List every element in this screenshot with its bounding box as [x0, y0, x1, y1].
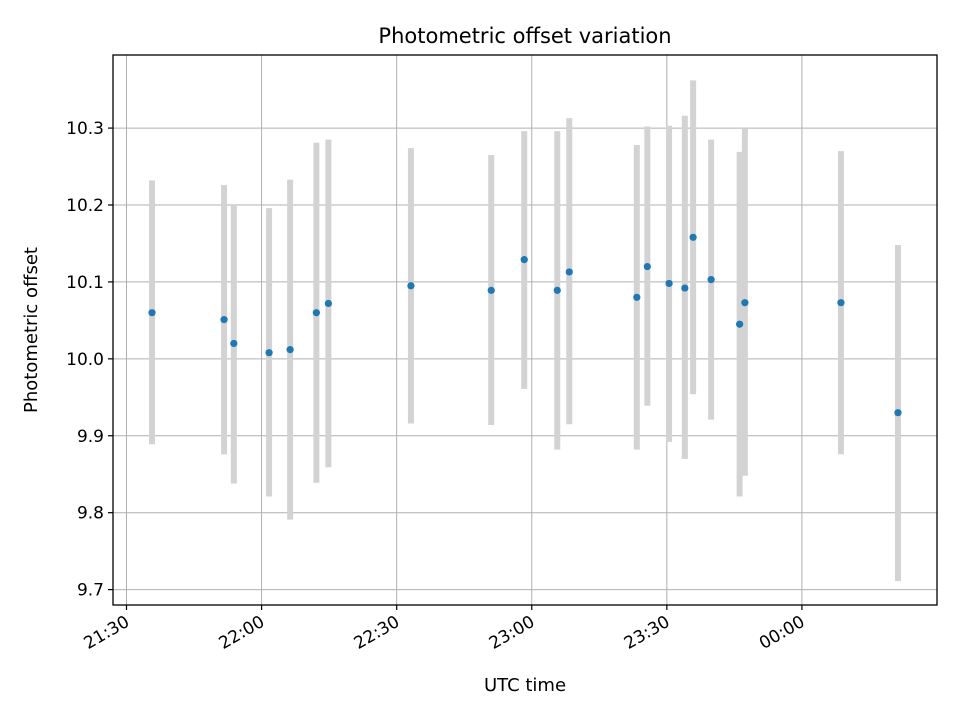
y-tick-label: 10.0	[66, 350, 104, 370]
x-tick-label: 23:30	[621, 612, 673, 654]
y-tick-label: 10.1	[66, 273, 104, 293]
data-point	[220, 316, 228, 324]
y-tick-label: 9.7	[77, 581, 104, 601]
data-point	[837, 299, 845, 307]
data-point	[643, 262, 651, 271]
y-tick-label: 9.9	[77, 427, 104, 447]
x-tick-label: 21:30	[81, 612, 133, 654]
data-point	[707, 276, 715, 284]
y-tick-label: 10.2	[66, 196, 104, 216]
data-point	[689, 233, 697, 241]
data-point	[741, 299, 749, 307]
data-point	[286, 346, 294, 354]
data-point	[230, 339, 238, 348]
data-point	[312, 309, 320, 317]
data-point	[407, 282, 415, 290]
data-point	[736, 320, 744, 328]
data-point	[565, 268, 573, 276]
data-point	[681, 284, 689, 292]
data-point	[487, 286, 495, 294]
data-point	[633, 293, 641, 301]
x-axis-title: UTC time	[484, 675, 566, 696]
axis-ticks: 21:30 22:00 22:30 23:00 23:30 00:00 9.7 9.8 9.9 1…	[66, 119, 808, 654]
y-axis-title: Photometric offset	[21, 247, 42, 413]
x-tick-label: 23:00	[486, 612, 538, 654]
data-point	[148, 309, 156, 317]
data-point	[324, 299, 332, 308]
y-tick-label: 9.8	[77, 504, 104, 524]
x-tick-label: 22:00	[216, 612, 268, 654]
error-bars	[149, 80, 901, 582]
x-tick-label: 00:00	[756, 612, 808, 654]
data-point	[665, 279, 673, 288]
data-point	[894, 409, 902, 417]
data-point	[553, 286, 561, 294]
data-point	[520, 256, 528, 264]
data-points	[148, 233, 902, 417]
y-tick-label: 10.3	[66, 119, 104, 139]
data-point	[265, 349, 273, 357]
plot-frame	[112, 54, 938, 606]
chart-title: Photometric offset variation	[378, 24, 671, 48]
x-tick-label: 22:30	[351, 612, 403, 654]
